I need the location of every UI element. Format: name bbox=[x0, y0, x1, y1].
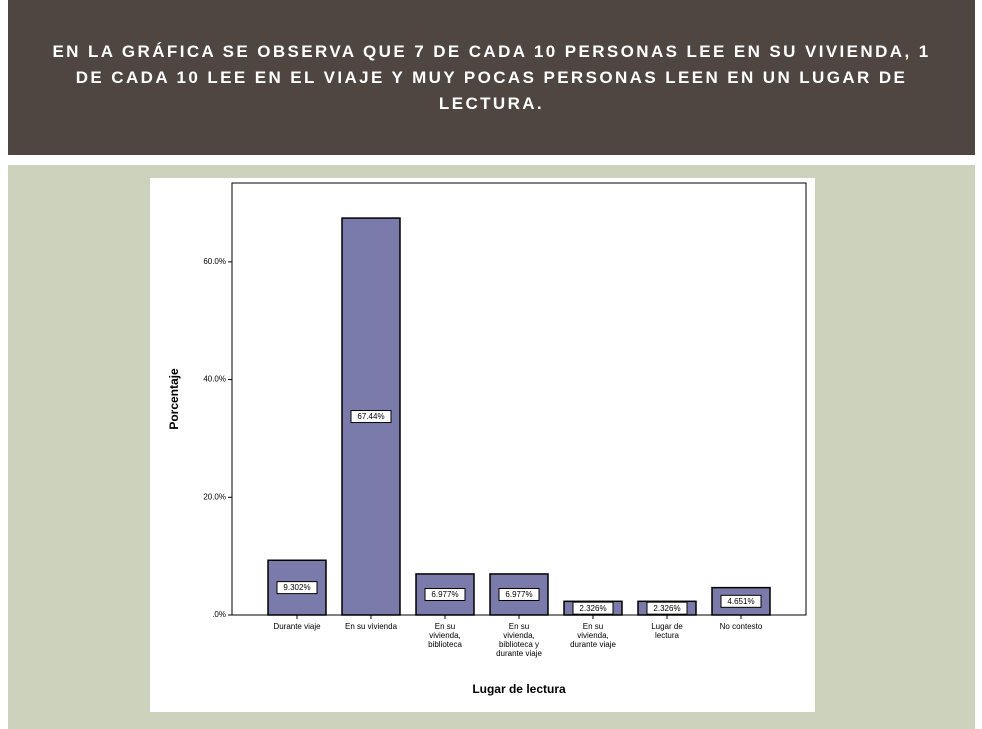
x-tick-label: En su vivienda bbox=[345, 622, 398, 631]
value-label-box bbox=[276, 581, 318, 595]
value-label: 6.977% bbox=[431, 590, 458, 599]
x-tick-label: Lugar de lectura bbox=[651, 622, 683, 640]
value-label: 2.326% bbox=[579, 604, 606, 613]
value-label: 9.302% bbox=[283, 583, 310, 592]
y-tick-label: 60.0% bbox=[203, 257, 226, 266]
y-tick-label: 20.0% bbox=[203, 492, 226, 501]
x-tick-label: En su vivienda, durante viaje bbox=[570, 622, 616, 649]
slide-title: EN LA GRÁFICA SE OBSERVA QUE 7 DE CADA 1… bbox=[52, 41, 931, 113]
value-label-box bbox=[424, 587, 466, 601]
value-label-box bbox=[720, 594, 762, 608]
value-label: 67.44% bbox=[357, 412, 384, 421]
value-label: 4.651% bbox=[727, 597, 754, 606]
chart: Porcentaje Lugar de lectura .0% 20.0% 40.0… bbox=[150, 178, 815, 712]
chart-panel bbox=[150, 178, 815, 712]
x-axis-title: Lugar de lectura bbox=[472, 682, 566, 696]
x-tick-label: En su vivienda, biblioteca bbox=[428, 622, 462, 649]
x-tick-label: En su vivienda, biblioteca y durante viaje bbox=[496, 622, 542, 658]
value-label-box bbox=[350, 410, 392, 424]
value-label: 6.977% bbox=[505, 590, 532, 599]
value-label-box bbox=[572, 601, 614, 615]
x-tick-label: Durante viaje bbox=[273, 622, 321, 631]
banner: EN LA GRÁFICA SE OBSERVA QUE 7 DE CADA 1… bbox=[8, 0, 975, 155]
value-label-box bbox=[646, 601, 688, 615]
value-label: 2.326% bbox=[653, 604, 680, 613]
y-tick-label: .0% bbox=[212, 610, 226, 619]
x-tick-label: No contesto bbox=[720, 622, 763, 631]
value-label-box bbox=[498, 587, 540, 601]
y-tick-label: 40.0% bbox=[203, 375, 226, 384]
y-axis-title: Porcentaje bbox=[167, 368, 181, 430]
